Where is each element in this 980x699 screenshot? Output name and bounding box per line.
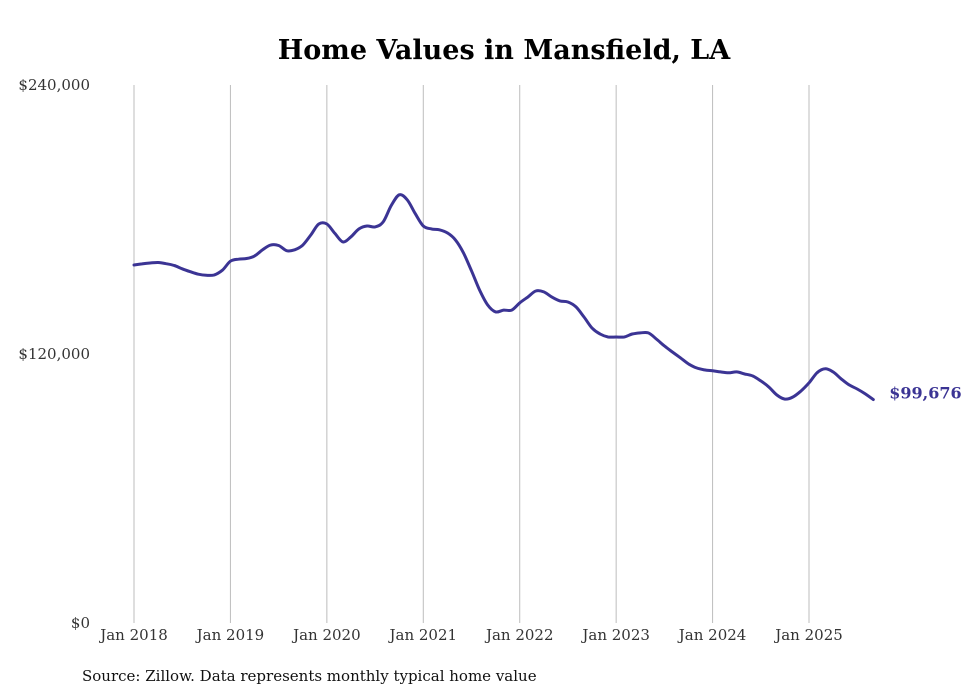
- y-tick-label: $0: [71, 614, 90, 632]
- chart-title: Home Values in Mansfield, LA: [278, 35, 732, 66]
- y-axis-ticks: $0 $120,000 $240,000: [18, 76, 90, 632]
- series-line-home-value: [132, 193, 875, 402]
- x-tick-label: Jan 2020: [291, 626, 361, 644]
- x-axis-ticks: Jan 2018 Jan 2019 Jan 2020 Jan 2021 Jan 2022…: [98, 626, 843, 644]
- source-note: Source: Zillow. Data represents monthly …: [82, 667, 537, 685]
- x-tick-label: Jan 2022: [484, 626, 554, 644]
- x-tick-label: Jan 2018: [98, 626, 168, 644]
- x-tick-label: Jan 2023: [580, 626, 650, 644]
- y-tick-label: $240,000: [18, 76, 90, 94]
- end-value-label: $99,676: [889, 384, 961, 403]
- x-tick-label: Jan 2025: [773, 626, 843, 644]
- y-tick-label: $120,000: [18, 345, 90, 363]
- x-tick-label: Jan 2019: [195, 626, 265, 644]
- x-tick-label: Jan 2021: [388, 626, 458, 644]
- x-tick-label: Jan 2024: [677, 626, 747, 644]
- gridlines: [133, 85, 810, 623]
